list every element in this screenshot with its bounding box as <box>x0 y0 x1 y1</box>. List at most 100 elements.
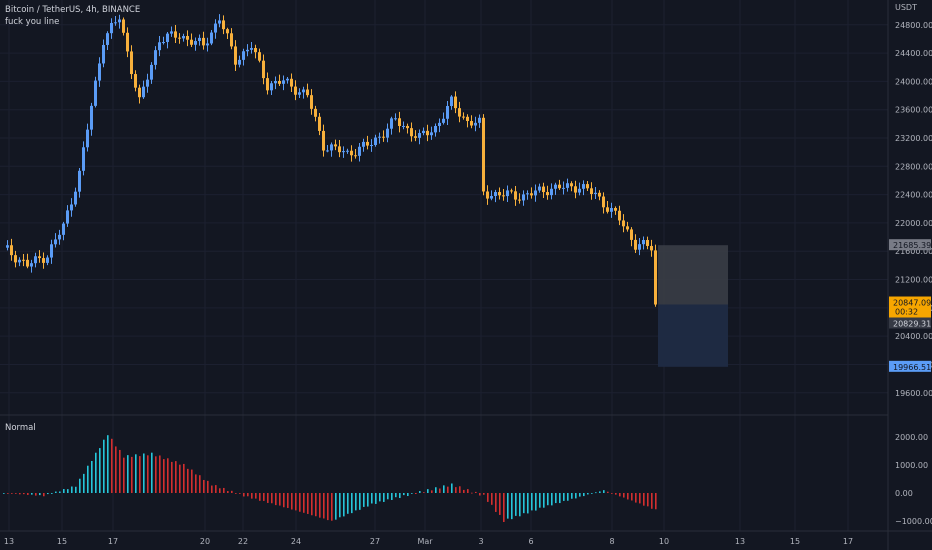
candle <box>218 20 221 24</box>
candle <box>86 129 89 148</box>
histogram-bar <box>3 493 5 494</box>
candle <box>146 79 149 87</box>
histogram-bar <box>487 493 489 502</box>
time-tick-label: 27 <box>370 537 380 546</box>
candle <box>518 199 521 201</box>
time-tick-label: Mar <box>417 537 433 546</box>
histogram-bar <box>203 479 205 493</box>
candle <box>314 108 317 117</box>
histogram-bar <box>383 493 385 502</box>
histogram-bar <box>219 488 221 493</box>
histogram-bar <box>579 493 581 497</box>
histogram-bar <box>255 493 257 499</box>
candle <box>334 144 337 147</box>
candle <box>602 196 605 208</box>
candle <box>290 78 293 87</box>
time-tick-label: 17 <box>843 537 853 546</box>
histogram-bar <box>391 493 393 500</box>
candle <box>370 145 373 147</box>
candle <box>358 146 361 156</box>
histogram-bar <box>319 493 321 518</box>
candle <box>54 239 57 245</box>
histogram-bar <box>511 493 513 520</box>
candle <box>274 80 277 84</box>
take-profit-zone[interactable] <box>658 304 728 367</box>
currency-label: USDT <box>895 3 917 12</box>
histogram-bar <box>39 493 41 496</box>
candle <box>618 210 621 221</box>
histogram-bar <box>75 486 77 493</box>
candle <box>14 255 17 263</box>
histogram-bar <box>267 493 269 503</box>
candle <box>546 192 549 196</box>
candle <box>550 188 553 196</box>
histogram-bar <box>239 493 241 494</box>
histogram-bar <box>23 493 25 495</box>
histogram-bar <box>503 493 505 522</box>
candle <box>338 146 341 153</box>
candle <box>74 191 77 205</box>
histogram-bar <box>339 493 341 518</box>
histogram-bar <box>27 493 29 495</box>
histogram-bar <box>331 493 333 521</box>
histogram-bar <box>587 493 589 495</box>
candle <box>414 136 417 138</box>
candle <box>374 137 377 146</box>
oscillator-tick-label: −1000.00 <box>895 517 932 526</box>
histogram-bar <box>51 493 53 494</box>
oscillator-tick-label: 1000.00 <box>895 461 928 470</box>
candle <box>426 130 429 136</box>
candle <box>510 190 513 192</box>
histogram-bar <box>591 493 593 494</box>
oscillator-axis[interactable]: 2000.00 1000.00 0.00 −1000.00 <box>895 433 932 526</box>
candle <box>486 191 489 199</box>
candle <box>554 184 557 189</box>
histogram-bar <box>467 489 469 493</box>
candle <box>22 259 25 261</box>
candle <box>298 92 301 95</box>
candle <box>282 80 285 84</box>
histogram-bar <box>427 489 429 493</box>
candle <box>62 223 65 235</box>
histogram-bar <box>627 493 629 500</box>
histogram-bar <box>67 489 69 493</box>
subpane-legend[interactable]: Normal <box>5 423 36 433</box>
histogram-bar <box>71 486 73 493</box>
histogram-bar <box>635 493 637 503</box>
time-tick-label: 22 <box>238 537 248 546</box>
histogram-bar <box>351 493 353 514</box>
histogram-bar <box>179 464 181 493</box>
histogram-bar <box>655 493 657 510</box>
candle <box>30 263 33 267</box>
histogram-bar <box>651 493 653 509</box>
histogram-bar <box>119 449 121 493</box>
candle <box>650 245 653 251</box>
histogram-bar <box>567 493 569 501</box>
candle <box>346 150 349 152</box>
histogram-bar <box>135 454 137 493</box>
candle <box>94 80 97 106</box>
candle <box>402 125 405 127</box>
time-axis[interactable]: 13 15 17 20 22 24 27 Mar 3 6 8 10 13 15 17 <box>4 537 853 546</box>
candle <box>318 116 321 131</box>
histogram-bar <box>639 493 641 504</box>
histogram-bar <box>463 489 465 493</box>
stop-loss-zone[interactable] <box>658 245 728 305</box>
histogram-bar <box>611 493 613 494</box>
histogram-bar <box>151 452 153 493</box>
candle <box>182 36 185 39</box>
candle <box>422 130 425 134</box>
candle <box>258 52 261 61</box>
histogram-bar <box>575 493 577 499</box>
candle <box>154 50 157 65</box>
indicator-legend[interactable]: fuck you line <box>5 17 60 27</box>
candle <box>462 116 465 118</box>
histogram-bar <box>227 491 229 493</box>
price-tags: 21685.39 20847.09 00:32 20829.31 19966.5… <box>889 239 931 372</box>
candle <box>10 245 13 256</box>
time-tick-label: 8 <box>609 537 614 546</box>
symbol-title[interactable]: Bitcoin / TetherUS, 4h, BINANCE <box>5 5 141 15</box>
price-tick-label: 24000.00 <box>895 77 932 86</box>
histogram-bar <box>423 492 425 493</box>
